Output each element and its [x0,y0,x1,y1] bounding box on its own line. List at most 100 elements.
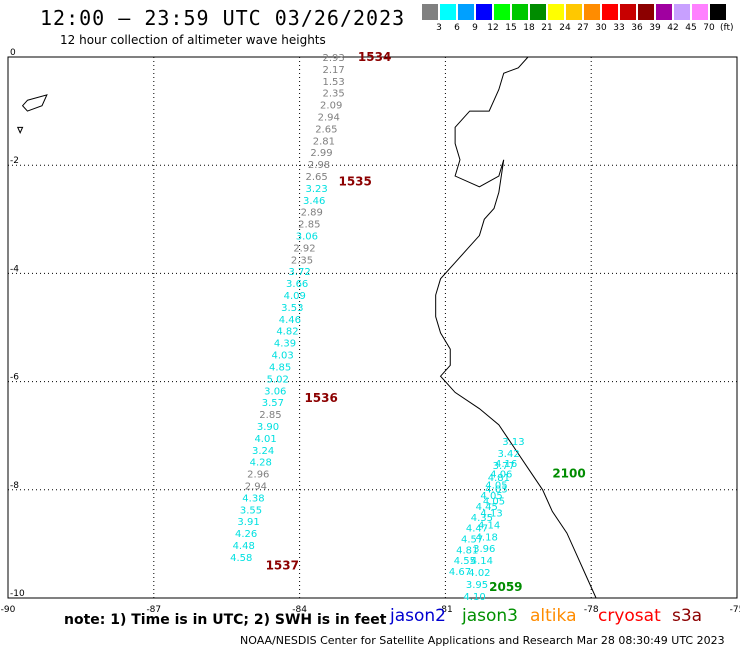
swh-point: 4.05 [480,491,502,502]
x-tick-label: -90 [1,605,16,615]
legend-swatch [620,4,636,20]
legend-swatch [656,4,672,20]
y-tick-label: -8 [10,481,19,491]
swh-point: 2.93 [322,53,344,64]
swh-point: 4.03 [485,485,507,496]
swh-point: 2.85 [259,410,281,421]
legend-label: 42 [667,23,679,33]
chart-subtitle: 12 hour collection of altimeter wave hei… [60,33,326,47]
legend-label: 39 [649,23,661,33]
legend-swatch [584,4,600,20]
x-tick-label: -84 [292,605,307,615]
swh-point: 4.06 [490,470,512,481]
swh-point: 4.55 [454,556,476,567]
swh-point: 4.05 [485,480,507,491]
swh-point: 3.57 [262,398,284,409]
swh-point: 2.98 [308,160,330,171]
swh-point: 2.94 [245,481,267,492]
legend-label: 45 [685,23,697,33]
legend-swatch [710,4,726,20]
legend-swatch [422,4,438,20]
swh-point: 3.66 [286,279,308,290]
swh-point: 4.81 [488,473,510,484]
swh-point: 3.06 [264,386,286,397]
legend-swatch [674,4,690,20]
swh-point: 4.09 [284,291,306,302]
swh-point: 4.47 [466,524,488,535]
swh-point: 4.03 [271,351,293,362]
swh-point: 3.46 [303,196,325,207]
swh-point: 3.42 [497,449,519,460]
x-tick-label: -75 [730,605,740,615]
swh-point: 2.99 [310,148,332,159]
plot-frame [7,56,738,599]
pass-label: 1536 [304,391,337,405]
swh-point: 4.35 [471,513,493,524]
swh-point: 4.45 [476,502,498,513]
island [21,94,48,112]
y-tick-label: -10 [10,589,25,599]
pass-label: 2100 [552,467,585,481]
legend-label: 24 [559,23,571,33]
y-tick-label: -6 [10,373,19,383]
swh-point: 2.35 [322,89,344,100]
legend-label: 12 [487,23,499,33]
swh-point: 3.95 [466,580,488,591]
swh-point: 2.92 [293,243,315,254]
swh-point: 2.85 [298,220,320,231]
legend-label: 30 [595,23,607,33]
swh-point: 4.10 [463,592,485,603]
swh-point: 2.09 [320,101,342,112]
swh-point: 4.57 [461,534,483,545]
swh-point: 2.17 [322,65,344,76]
pass-label: 2059 [489,580,522,594]
pass-label: 1535 [338,174,371,188]
satellite-label: jason3 [462,606,518,626]
swh-point: 2.65 [305,172,327,183]
legend-label: 18 [523,23,535,33]
swh-point: 2.89 [301,208,323,219]
swh-point: 3.13 [502,437,524,448]
swh-point: 4.13 [480,509,502,520]
swh-point: 2.35 [291,255,313,266]
x-tick-label: -81 [438,605,453,615]
swh-point: 4.39 [274,339,296,350]
legend-label: 9 [472,23,478,33]
x-tick-label: -87 [146,605,161,615]
swh-point: 3.91 [237,517,259,528]
y-tick-label: 0 [10,48,16,58]
legend-label: 33 [613,23,625,33]
swh-point: 4.46 [279,315,301,326]
swh-point: 4.14 [471,556,493,567]
swh-point: 4.81 [456,545,478,556]
islet [16,126,24,134]
swh-point: 4.38 [242,493,264,504]
swh-point: 3.55 [240,505,262,516]
pass-label: 1537 [266,559,299,573]
satellite-label: altika [530,606,577,626]
swh-point: 4.02 [468,568,490,579]
chart-title: 12:00 — 23:59 UTC 03/26/2023 [40,6,406,30]
swh-point: 4.28 [250,458,272,469]
swh-point: 4.48 [233,541,255,552]
swh-point: 2.94 [318,113,340,124]
swh-point: 3.06 [296,232,318,243]
legend-label: 21 [541,23,553,33]
legend-swatch [602,4,618,20]
pass-label: 1534 [358,50,391,64]
legend-swatch [638,4,654,20]
swh-point: 4.16 [495,459,517,470]
swh-point: 2.96 [247,470,269,481]
swh-point: 5.02 [267,374,289,385]
legend-swatch [548,4,564,20]
legend-label: 70 [703,23,715,33]
legend-label: 36 [631,23,643,33]
swh-point: 2.65 [315,124,337,135]
legend-swatch [566,4,582,20]
swh-point: 3.72 [288,267,310,278]
legend-swatch [494,4,510,20]
swh-point: 4.18 [476,532,498,543]
satellite-label: cryosat [598,606,661,626]
legend-swatch [440,4,456,20]
